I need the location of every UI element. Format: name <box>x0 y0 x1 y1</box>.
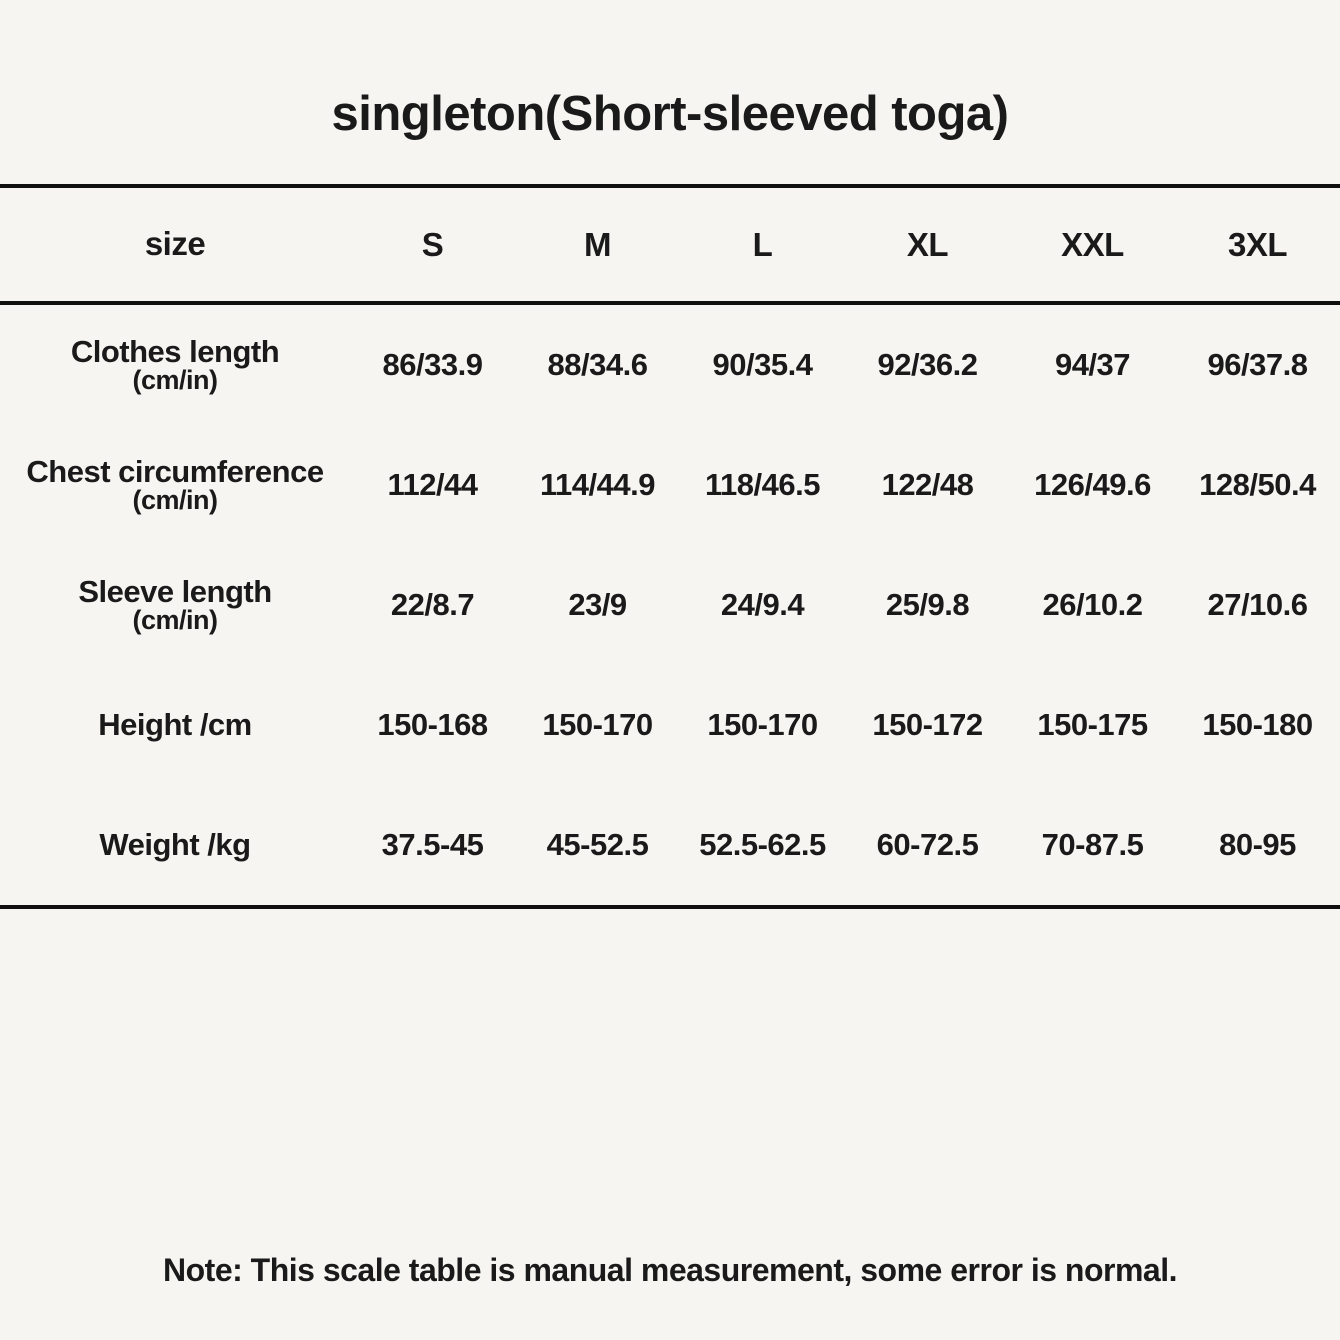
cell-value: 94/37 <box>1054 347 1131 382</box>
column-header-s: S <box>421 225 444 263</box>
size-chart-table: size S M L XL XXL 3XL Clothes length (cm… <box>0 184 1340 909</box>
cell-value: 96/37.8 <box>1207 347 1308 382</box>
cell-value: 37.5-45 <box>381 827 484 862</box>
cell-value: 70-87.5 <box>1041 827 1144 862</box>
row-label-text: Chest circumference <box>26 454 324 490</box>
cell-value: 150-170 <box>707 707 818 742</box>
cell-value: 122/48 <box>881 467 974 502</box>
row-label: Sleeve length (cm/in) <box>0 574 350 635</box>
table-header-row: size S M L XL XXL 3XL <box>0 188 1340 305</box>
row-label: Weight /kg <box>0 826 350 862</box>
table-row-chest-circumference: Chest circumference (cm/in) 112/44 114/4… <box>0 425 1340 545</box>
cell-value: 25/9.8 <box>885 587 970 622</box>
column-header-size: size <box>144 225 206 263</box>
column-header-m: M <box>584 225 612 263</box>
column-header-xl: XL <box>906 225 949 263</box>
row-unit-text: (cm/in) <box>132 364 218 395</box>
column-header-3xl: 3XL <box>1227 225 1288 263</box>
cell-value: 52.5-62.5 <box>699 827 826 862</box>
cell-value: 23/9 <box>568 587 627 622</box>
cell-value: 112/44 <box>387 467 478 502</box>
cell-value: 88/34.6 <box>547 347 648 382</box>
cell-value: 27/10.6 <box>1207 587 1308 622</box>
column-header-l: L <box>752 225 773 263</box>
column-header-xxl: XXL <box>1061 225 1124 263</box>
cell-value: 92/36.2 <box>877 347 978 382</box>
cell-value: 45-52.5 <box>546 827 649 862</box>
table-row-height: Height /cm 150-168 150-170 150-170 150-1… <box>0 665 1340 785</box>
row-unit-text: (cm/in) <box>132 484 218 515</box>
page-title: singleton(Short-sleeved toga) <box>331 87 1009 141</box>
cell-value: 22/8.7 <box>390 587 475 622</box>
cell-value: 90/35.4 <box>712 347 813 382</box>
cell-value: 128/50.4 <box>1199 467 1316 502</box>
cell-value: 114/44.9 <box>540 467 655 502</box>
cell-value: 118/46.5 <box>705 467 820 502</box>
row-unit-text: (cm/in) <box>132 604 218 635</box>
cell-value: 24/9.4 <box>720 587 805 622</box>
row-label-text: Height /cm <box>98 706 252 742</box>
table-row-clothes-length: Clothes length (cm/in) 86/33.9 88/34.6 9… <box>0 305 1340 425</box>
row-label-text: Weight /kg <box>99 826 251 862</box>
cell-value: 150-172 <box>872 707 983 742</box>
row-label: Clothes length (cm/in) <box>0 334 350 395</box>
table-row-weight: Weight /kg 37.5-45 45-52.5 52.5-62.5 60-… <box>0 785 1340 905</box>
cell-value: 26/10.2 <box>1042 587 1143 622</box>
row-label: Chest circumference (cm/in) <box>0 454 350 515</box>
cell-value: 126/49.6 <box>1034 467 1151 502</box>
row-label: Height /cm <box>0 706 350 742</box>
row-label-text: Clothes length <box>70 334 280 370</box>
cell-value: 150-170 <box>542 707 653 742</box>
cell-value: 150-180 <box>1202 707 1313 742</box>
note-text: Note: This scale table is manual measure… <box>163 1252 1177 1288</box>
cell-value: 150-168 <box>377 707 488 742</box>
row-label-text: Sleeve length <box>78 574 272 610</box>
table-row-sleeve-length: Sleeve length (cm/in) 22/8.7 23/9 24/9.4… <box>0 545 1340 665</box>
cell-value: 60-72.5 <box>876 827 979 862</box>
cell-value: 86/33.9 <box>382 347 483 382</box>
cell-value: 80-95 <box>1219 827 1296 862</box>
cell-value: 150-175 <box>1037 707 1148 742</box>
